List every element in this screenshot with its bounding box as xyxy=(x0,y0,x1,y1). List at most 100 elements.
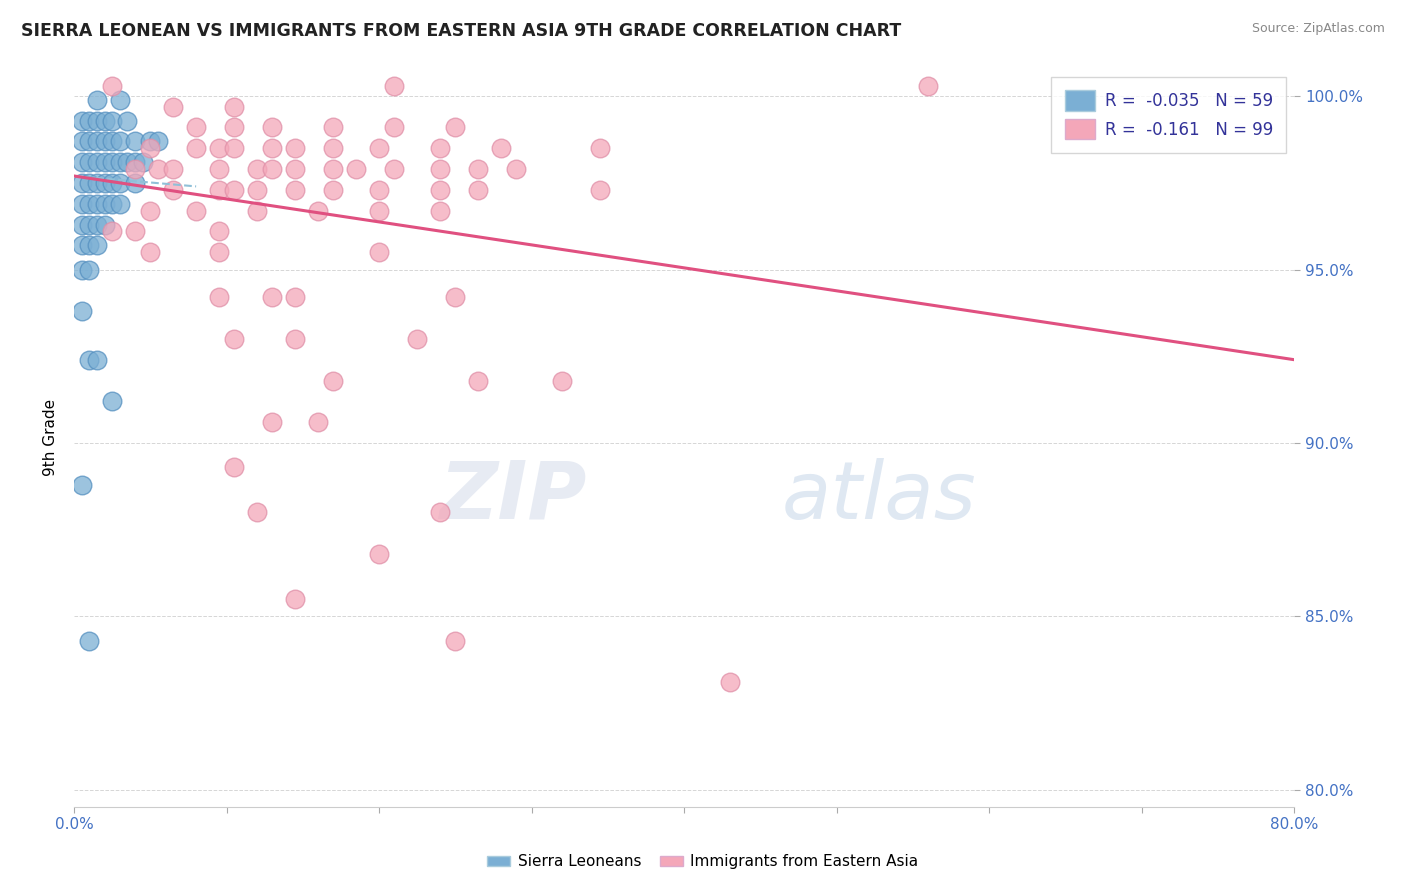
Point xyxy=(467,183,489,197)
Point xyxy=(262,415,284,429)
Point xyxy=(284,332,307,346)
Point xyxy=(246,162,269,177)
Point xyxy=(139,245,162,260)
Point xyxy=(467,162,489,177)
Point xyxy=(117,155,139,169)
Text: ZIP: ZIP xyxy=(439,458,586,536)
Text: atlas: atlas xyxy=(782,458,977,536)
Point xyxy=(70,304,93,318)
Point xyxy=(108,196,131,211)
Point xyxy=(86,134,108,148)
Point xyxy=(86,218,108,232)
Point xyxy=(79,352,101,367)
Point xyxy=(208,290,231,304)
Point xyxy=(117,113,139,128)
Point xyxy=(246,203,269,218)
Point xyxy=(70,196,93,211)
Point xyxy=(101,134,124,148)
Legend: Sierra Leoneans, Immigrants from Eastern Asia: Sierra Leoneans, Immigrants from Eastern… xyxy=(481,848,925,875)
Point xyxy=(162,162,184,177)
Legend: R =  -0.035   N = 59, R =  -0.161   N = 99: R = -0.035 N = 59, R = -0.161 N = 99 xyxy=(1052,77,1286,153)
Point xyxy=(444,120,467,135)
Point xyxy=(284,141,307,155)
Point xyxy=(86,113,108,128)
Point xyxy=(70,238,93,252)
Point xyxy=(467,374,489,388)
Point xyxy=(79,134,101,148)
Point xyxy=(93,196,115,211)
Point xyxy=(139,203,162,218)
Point xyxy=(70,477,93,491)
Point xyxy=(86,352,108,367)
Point xyxy=(184,203,207,218)
Y-axis label: 9th Grade: 9th Grade xyxy=(44,400,58,476)
Point xyxy=(79,176,101,190)
Point xyxy=(307,203,329,218)
Point xyxy=(224,100,246,114)
Point xyxy=(108,176,131,190)
Point xyxy=(322,120,344,135)
Point xyxy=(406,332,429,346)
Point xyxy=(718,675,741,690)
Point xyxy=(262,120,284,135)
Point xyxy=(108,155,131,169)
Point xyxy=(284,162,307,177)
Point xyxy=(262,290,284,304)
Point xyxy=(132,155,155,169)
Point xyxy=(444,290,467,304)
Point xyxy=(101,78,124,93)
Point xyxy=(262,162,284,177)
Point xyxy=(917,78,939,93)
Point xyxy=(79,238,101,252)
Point xyxy=(224,332,246,346)
Point xyxy=(93,134,115,148)
Point xyxy=(246,183,269,197)
Point xyxy=(101,224,124,238)
Point xyxy=(184,141,207,155)
Point xyxy=(124,224,146,238)
Point xyxy=(224,183,246,197)
Point xyxy=(429,141,451,155)
Point xyxy=(589,141,612,155)
Point xyxy=(70,218,93,232)
Point xyxy=(146,162,169,177)
Point xyxy=(224,141,246,155)
Point xyxy=(101,155,124,169)
Point xyxy=(368,547,391,561)
Point xyxy=(86,155,108,169)
Text: SIERRA LEONEAN VS IMMIGRANTS FROM EASTERN ASIA 9TH GRADE CORRELATION CHART: SIERRA LEONEAN VS IMMIGRANTS FROM EASTER… xyxy=(21,22,901,40)
Point xyxy=(79,262,101,277)
Point xyxy=(262,141,284,155)
Point xyxy=(208,224,231,238)
Point xyxy=(93,113,115,128)
Point xyxy=(162,100,184,114)
Point xyxy=(79,155,101,169)
Point xyxy=(146,134,169,148)
Point xyxy=(368,203,391,218)
Point xyxy=(344,162,367,177)
Point xyxy=(101,196,124,211)
Point xyxy=(322,374,344,388)
Point xyxy=(70,262,93,277)
Point xyxy=(108,134,131,148)
Point xyxy=(124,155,146,169)
Point xyxy=(93,218,115,232)
Point xyxy=(70,113,93,128)
Point xyxy=(208,183,231,197)
Point xyxy=(70,134,93,148)
Point xyxy=(322,162,344,177)
Point xyxy=(246,505,269,519)
Point xyxy=(70,176,93,190)
Point xyxy=(322,141,344,155)
Point xyxy=(79,113,101,128)
Point xyxy=(79,633,101,648)
Point xyxy=(429,505,451,519)
Point xyxy=(208,141,231,155)
Point xyxy=(284,591,307,606)
Point xyxy=(489,141,512,155)
Point xyxy=(124,176,146,190)
Point xyxy=(162,183,184,197)
Point xyxy=(184,120,207,135)
Point xyxy=(79,218,101,232)
Point xyxy=(79,196,101,211)
